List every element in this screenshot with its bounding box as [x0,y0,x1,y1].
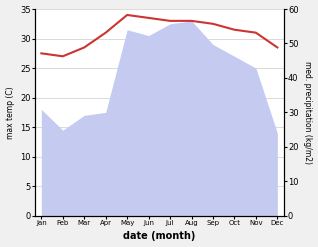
Y-axis label: med. precipitation (kg/m2): med. precipitation (kg/m2) [303,61,313,164]
X-axis label: date (month): date (month) [123,231,196,242]
Y-axis label: max temp (C): max temp (C) [5,86,15,139]
